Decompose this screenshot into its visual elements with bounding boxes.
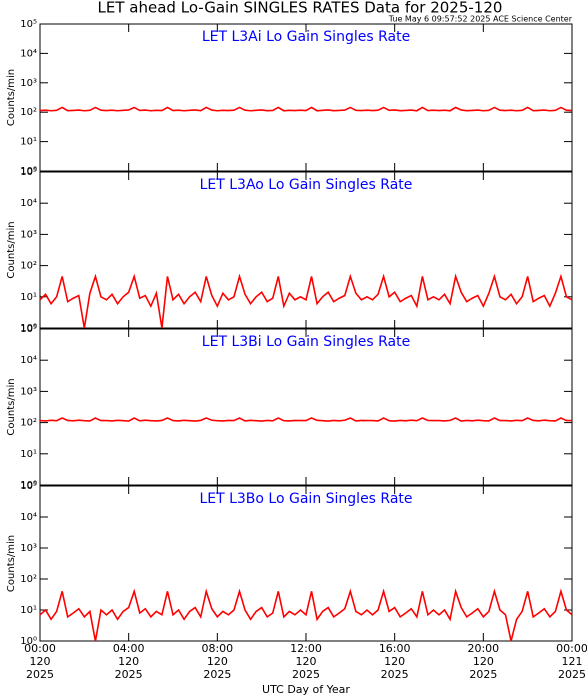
x-tick-year: 2025 — [203, 668, 231, 681]
y-tick-label: 10² — [20, 574, 37, 585]
y-tick-label: 10⁵ — [20, 481, 37, 492]
x-tick-year: 2025 — [26, 668, 54, 681]
y-tick-label: 10⁰ — [20, 636, 37, 647]
y-tick-label: 10³ — [20, 543, 37, 554]
y-tick-label: 10⁰ — [20, 480, 37, 491]
x-tick-year: 2025 — [115, 668, 143, 681]
x-tick-label: 16:00 — [379, 642, 411, 655]
y-axis-label: Counts/min — [6, 535, 17, 592]
y-tick-label: 10¹ — [20, 449, 37, 460]
x-tick-label: 00:00 — [24, 642, 56, 655]
x-tick-label: 08:00 — [201, 642, 233, 655]
x-tick-day: 121 — [562, 655, 583, 668]
y-axis-label: Counts/min — [6, 378, 17, 435]
chart-title: LET ahead Lo-Gain SINGLES RATES Data for… — [98, 0, 503, 17]
chart-subtitle: Tue May 6 09:57:52 2025 ACE Science Cent… — [388, 15, 573, 24]
x-tick-day: 120 — [207, 655, 228, 668]
y-axis-label: Counts/min — [6, 69, 17, 126]
y-tick-label: 10³ — [20, 229, 37, 240]
y-tick-label: 10⁰ — [20, 323, 37, 334]
data-line — [39, 273, 573, 329]
y-tick-label: 10³ — [20, 78, 37, 89]
x-tick-day: 120 — [296, 655, 317, 668]
y-tick-label: 10⁴ — [20, 198, 37, 209]
x-tick-year: 2025 — [292, 668, 320, 681]
y-tick-label: 10¹ — [20, 137, 37, 148]
panel-title: LET L3Bi Lo Gain Singles Rate — [202, 334, 410, 350]
data-line — [39, 417, 572, 422]
x-tick-label: 00:00 — [556, 642, 587, 655]
x-tick-year: 2025 — [469, 668, 497, 681]
panel-title: LET L3Ao Lo Gain Singles Rate — [200, 177, 413, 193]
x-tick-day: 120 — [384, 655, 405, 668]
x-tick-label: 20:00 — [467, 642, 499, 655]
y-tick-label: 10⁵ — [20, 324, 37, 335]
y-tick-label: 10² — [20, 418, 37, 429]
y-tick-label: 10⁰ — [20, 166, 37, 177]
x-tick-label: 04:00 — [113, 642, 145, 655]
data-line — [39, 106, 573, 112]
y-tick-label: 10¹ — [20, 292, 37, 303]
y-axis-label: Counts/min — [6, 221, 17, 278]
x-tick-label: 12:00 — [290, 642, 322, 655]
x-tick-year: 2025 — [558, 668, 586, 681]
y-tick-label: 10⁴ — [20, 355, 37, 366]
y-tick-label: 10⁵ — [20, 167, 37, 178]
y-tick-label: 10² — [20, 107, 37, 118]
x-tick-day: 120 — [30, 655, 51, 668]
x-axis-label: UTC Day of Year — [262, 683, 350, 696]
y-tick-label: 10³ — [20, 386, 37, 397]
y-tick-label: 10⁵ — [20, 19, 37, 30]
y-tick-label: 10² — [20, 261, 37, 272]
data-line — [39, 588, 573, 642]
panel-title: LET L3Ai Lo Gain Singles Rate — [202, 29, 410, 45]
y-tick-label: 10¹ — [20, 605, 37, 616]
panel-title: LET L3Bo Lo Gain Singles Rate — [199, 491, 412, 507]
x-tick-day: 120 — [118, 655, 139, 668]
x-tick-day: 120 — [473, 655, 494, 668]
x-tick-year: 2025 — [381, 668, 409, 681]
y-tick-label: 10⁴ — [20, 48, 37, 59]
y-tick-label: 10⁴ — [20, 512, 37, 523]
